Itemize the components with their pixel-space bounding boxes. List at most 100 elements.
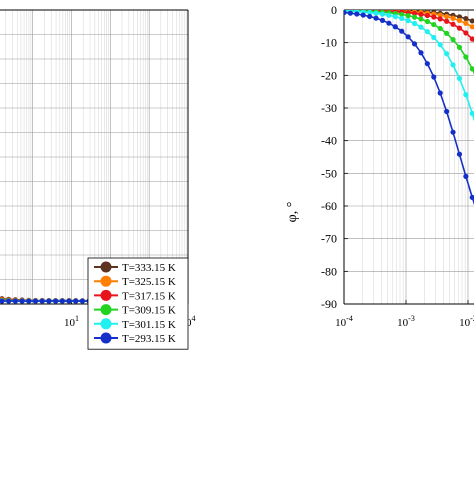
left-series-point	[26, 298, 32, 304]
right-series-point	[347, 10, 354, 16]
right-series-point	[386, 12, 392, 18]
right-x-tick-label: 10-2	[459, 314, 474, 329]
right-y-tick-label: -10	[321, 36, 337, 50]
right-series-point	[424, 18, 430, 25]
right-series-point	[456, 25, 463, 31]
right-series-point	[456, 14, 463, 20]
right-series-point	[463, 92, 469, 98]
right-series-point	[411, 10, 418, 17]
right-series-point	[411, 14, 418, 20]
right-series-point	[379, 17, 386, 24]
right-series-point	[469, 24, 474, 30]
right-series-point	[405, 18, 411, 24]
right-series-point	[411, 20, 418, 27]
right-series-point	[444, 30, 450, 36]
right-x-tick-label: 10-3	[397, 314, 415, 329]
right-x-tick-label: 10-4	[335, 314, 353, 329]
left-x-tick-label: 101	[64, 314, 79, 329]
legend-marker	[100, 289, 112, 301]
right-y-tick-label: 0	[331, 3, 337, 17]
right-series-point	[405, 13, 411, 19]
right-series-point	[399, 28, 405, 34]
right-y-tick-label: -30	[321, 101, 337, 115]
right-series-line	[344, 10, 474, 29]
right-series-point	[456, 44, 463, 50]
right-series-point	[463, 173, 469, 179]
right-series-point	[463, 20, 469, 26]
right-series-point	[431, 34, 437, 41]
right-series-point	[444, 18, 450, 24]
right-series-point	[379, 11, 386, 17]
legend-label: T=301.15 K	[122, 319, 176, 331]
right-series-line	[344, 10, 474, 75]
legend: T=333.15 K T=325.15 K T=317.15 K T=309.15 K…	[87, 257, 189, 350]
right-series-point	[418, 24, 424, 30]
right-y-tick-label: -20	[321, 68, 337, 82]
right-series-point	[424, 61, 430, 67]
right-series-point	[344, 10, 347, 16]
right-series-point	[437, 16, 443, 22]
right-series-point	[463, 16, 469, 22]
right-series-point	[367, 13, 373, 20]
legend-label: T=325.15 K	[122, 276, 176, 288]
right-series-point	[373, 10, 379, 16]
right-chart-panel: 0 -10 -20 -30 -40 -50 -60 -70 -80 -90 10-4 10-3 10-2	[321, 3, 474, 329]
right-series-group	[344, 10, 474, 206]
left-series-point	[52, 298, 59, 304]
right-y-tick-label: -40	[321, 134, 337, 148]
right-series-point	[469, 110, 474, 117]
right-series-point	[437, 12, 443, 18]
legend-label: T=309.15 K	[122, 305, 176, 317]
right-series-point	[469, 36, 474, 42]
right-series-point	[437, 42, 443, 48]
right-y-tick-label: -50	[321, 166, 337, 180]
legend-marker	[100, 318, 112, 330]
right-series-point	[360, 12, 366, 18]
right-series-point	[424, 12, 430, 19]
right-series-point	[392, 14, 398, 20]
right-y-tick-label: -70	[321, 232, 337, 246]
right-series-point	[418, 16, 424, 22]
right-series-point	[431, 14, 437, 20]
right-series-point	[444, 13, 450, 20]
legend-marker	[100, 261, 112, 273]
right-series-point	[386, 20, 392, 26]
right-series-point	[405, 34, 411, 40]
right-series-point	[450, 15, 456, 21]
right-series-point	[437, 90, 443, 96]
right-series-point	[431, 74, 437, 80]
right-series-point	[469, 66, 474, 72]
right-series-point	[456, 151, 463, 157]
left-series-point	[79, 298, 86, 304]
right-series-point	[450, 62, 456, 68]
left-series-point	[66, 298, 72, 304]
right-series-point	[450, 21, 456, 27]
right-series-point	[450, 36, 456, 43]
right-series-line	[344, 11, 474, 206]
right-series-point	[450, 129, 456, 135]
right-series-point	[367, 10, 373, 16]
right-series-point	[399, 15, 405, 21]
right-series-point	[469, 18, 474, 24]
right-series-point	[469, 194, 474, 201]
right-series-point	[456, 17, 463, 24]
left-series-point	[73, 298, 79, 304]
right-series-point	[444, 51, 450, 57]
left-series-point	[39, 298, 45, 304]
legend-label: T=333.15 K	[122, 262, 176, 274]
right-series-point	[437, 25, 443, 32]
right-series-point	[411, 41, 418, 47]
legend-marker	[100, 332, 112, 344]
right-series-point	[463, 30, 469, 36]
right-series-point	[354, 11, 360, 17]
legend-label: T=317.15 K	[122, 290, 176, 302]
left-series-point	[59, 298, 65, 304]
left-series-point	[46, 298, 52, 304]
left-series-point	[19, 298, 25, 304]
left-series-point	[12, 298, 18, 304]
left-series-point	[0, 298, 5, 304]
left-series-point	[32, 298, 39, 304]
right-series-point	[444, 108, 450, 115]
